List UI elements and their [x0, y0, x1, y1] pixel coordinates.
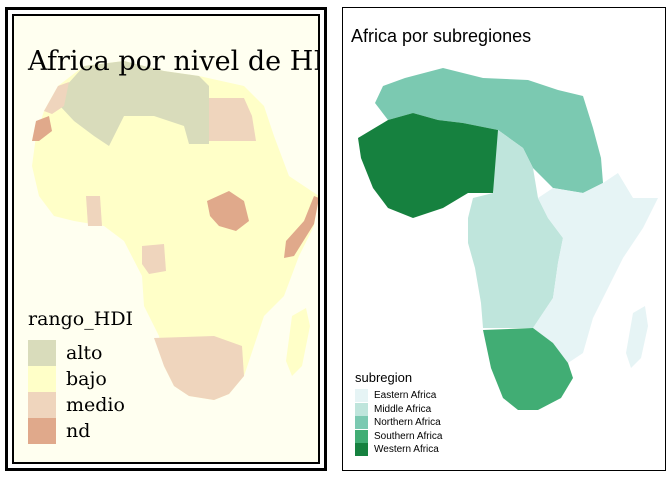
subregion-legend-item: Southern Africa: [355, 429, 443, 444]
hdi-map-title: Africa por nivel de HDI: [28, 46, 320, 77]
region-madagascar: [626, 306, 648, 368]
ghana-medio: [86, 196, 102, 226]
subregion-legend-item: Western Africa: [355, 443, 442, 457]
hdi-legend-item: medio: [28, 392, 133, 418]
hdi-legend-title: rango_HDI: [28, 308, 134, 330]
hdi-legend-label: medio: [66, 394, 125, 416]
hdi-legend-item: bajo: [28, 366, 133, 392]
hdi-legend-swatch-alto: [28, 340, 56, 366]
madagascar-bajo: [286, 308, 310, 376]
hdi-legend: rango_HDI alto bajo medio nd: [28, 308, 133, 444]
hdi-legend-item: nd: [28, 418, 133, 444]
hdi-legend-label: nd: [66, 420, 91, 442]
morocco-medio: [44, 82, 69, 114]
hdi-legend-swatch-medio: [28, 392, 56, 418]
subregion-swatch-middle: [355, 402, 368, 416]
subregion-legend-item: Middle Africa: [355, 402, 442, 417]
subregion-legend-title: subregion: [355, 370, 413, 385]
subregion-map-panel: Africa por subregiones subregion Eastern…: [342, 7, 666, 471]
hdi-legend-label: bajo: [66, 368, 107, 390]
subregion-legend-label: Middle Africa: [374, 403, 432, 415]
south-sudan-nd: [207, 191, 249, 231]
subregion-legend-label: Western Africa: [374, 444, 439, 456]
southern-africa-medio: [154, 336, 244, 400]
subregion-legend: subregion Eastern Africa Middle Africa N…: [355, 370, 442, 457]
region-eastern-africa: [533, 173, 658, 363]
west-coast-nd: [32, 116, 52, 141]
subregion-swatch-eastern: [355, 389, 368, 403]
region-northern-africa: [375, 68, 603, 193]
hdi-legend-item: alto: [28, 340, 133, 366]
subregion-map-title: Africa por subregiones: [351, 26, 532, 46]
subregion-legend-item: Northern Africa: [355, 416, 442, 430]
subregion-swatch-northern: [355, 416, 368, 430]
somalia-nd: [284, 196, 318, 258]
gabon-medio: [142, 244, 166, 274]
subregion-swatch-western: [355, 443, 368, 457]
region-southern-africa: [483, 328, 573, 410]
region-western-africa: [358, 113, 498, 218]
region-middle-africa: [468, 130, 563, 328]
hdi-map-panel: Africa por nivel de HDI rango_HDI alto b…: [5, 7, 327, 471]
hdi-legend-swatch-nd: [28, 418, 56, 444]
subregion-legend-label: Southern Africa: [374, 430, 443, 442]
subregion-swatch-southern: [355, 429, 368, 443]
north-africa-alto: [60, 61, 209, 146]
subregion-legend-item: Eastern Africa: [355, 389, 442, 403]
subregion-legend-label: Northern Africa: [374, 417, 441, 429]
africa-mainland-bajo: [32, 61, 318, 400]
hdi-legend-swatch-bajo: [28, 366, 56, 392]
hdi-legend-label: alto: [66, 342, 103, 364]
subregion-legend-label: Eastern Africa: [374, 390, 437, 402]
subregion-map-svg: [358, 68, 658, 410]
egypt-medio: [209, 98, 256, 141]
hdi-map-frame: Africa por nivel de HDI rango_HDI alto b…: [12, 14, 320, 464]
hdi-map-svg: [32, 61, 318, 400]
